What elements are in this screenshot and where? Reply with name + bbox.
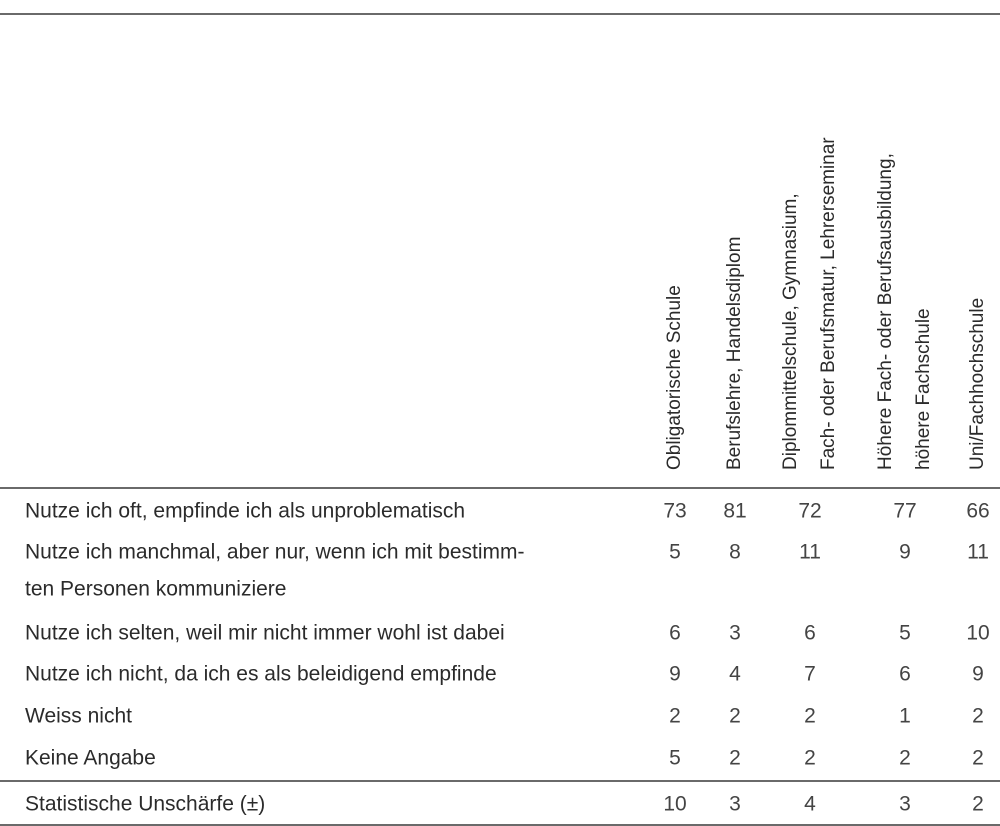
cell-value: 3 [899,793,911,816]
cell-value: 2 [729,747,741,770]
cell-value: 72 [798,500,821,523]
row-label: Nutze ich manchmal, aber nur, wenn ich m… [25,541,525,564]
cell-value: 9 [669,663,681,686]
cell-value: 5 [899,622,911,645]
cell-value: 1 [899,705,911,728]
cell-value: 10 [966,622,989,645]
cell-value: 10 [663,793,686,816]
cell-value: 4 [729,663,741,686]
row-label: Nutze ich selten, weil mir nicht immer w… [25,622,505,645]
row-label: Statistische Unschärfe (±) [25,793,265,816]
cell-value: 3 [729,622,741,645]
column-header: höhere Fachschule [913,308,934,470]
cell-value: 2 [972,747,984,770]
cell-value: 11 [799,541,821,564]
cell-value: 2 [804,747,816,770]
cell-value: 2 [804,705,816,728]
column-header: Diplommittelschule, Gymnasium, [780,193,801,470]
cell-value: 2 [972,705,984,728]
cell-value: 11 [967,541,989,564]
column-header: Obligatorische Schule [664,285,685,470]
cell-value: 4 [804,793,816,816]
cell-value: 73 [663,500,686,523]
row-label: ten Personen kommuniziere [25,578,286,601]
cell-value: 9 [899,541,911,564]
column-header: Berufslehre, Handelsdiplom [724,237,745,470]
cell-value: 66 [966,500,989,523]
cell-value: 2 [899,747,911,770]
column-header: Uni/Fachhochschule [967,298,988,470]
cell-value: 2 [972,793,984,816]
cell-value: 8 [729,541,741,564]
cell-value: 9 [972,663,984,686]
row-label: Nutze ich nicht, da ich es als beleidige… [25,663,497,686]
cell-value: 77 [893,500,916,523]
column-header: Fach- oder Berufsmatur, Lehrerseminar [818,137,839,470]
row-label: Keine Angabe [25,747,156,770]
cell-value: 3 [729,793,741,816]
cell-value: 6 [669,622,681,645]
cell-value: 6 [804,622,816,645]
cell-value: 5 [669,747,681,770]
cell-value: 81 [723,500,746,523]
cell-value: 2 [669,705,681,728]
cell-value: 2 [729,705,741,728]
cell-value: 6 [899,663,911,686]
row-label: Nutze ich oft, empfinde ich als unproble… [25,500,465,523]
column-header: Höhere Fach- oder Berufsausbildung, [875,153,896,470]
row-label: Weiss nicht [25,705,132,728]
cell-value: 7 [804,663,816,686]
cell-value: 5 [669,541,681,564]
